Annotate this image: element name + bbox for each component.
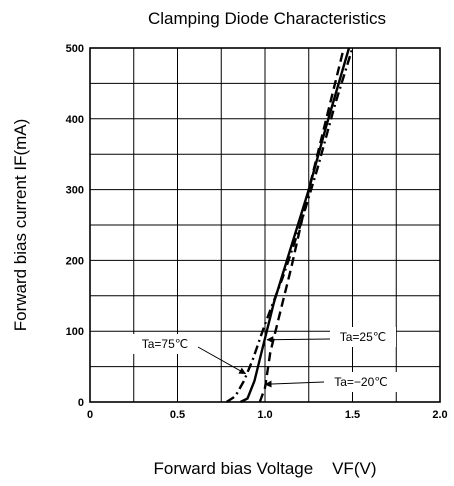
annotation-arrow [197,346,247,375]
x-tick-label: 2.0 [432,409,447,421]
y-tick-label: 300 [66,185,84,197]
annotation-label: Ta=−20℃ [334,375,388,389]
annotation-box [324,372,398,392]
annotation-box [132,334,198,354]
plot-frame [89,47,441,403]
y-tick-label: 500 [66,43,84,55]
annotation-arrow [264,380,325,388]
annotation-label: Ta=75℃ [142,337,189,351]
x-axis-label: Forward bias Voltage VF(V) [154,459,377,478]
tick-labels: 0 0.5 1.0 1.5 2.0 0 100 200 300 400 500 [66,43,448,421]
annotation-label: Ta=25℃ [340,330,387,344]
annotation-box [330,327,396,347]
x-tick-label: 0 [87,409,93,421]
x-tick-label: 1.0 [257,409,272,421]
plot-grid [89,47,441,403]
annotation-arrow [266,336,331,344]
y-axis-label: Forward bias current IF(mA) [11,119,30,332]
y-tick-label: 100 [66,326,84,338]
chart-title: Clamping Diode Characteristics [148,9,386,28]
x-tick-label: 0.5 [170,409,185,421]
annotation-layer: Ta=75℃ Ta=25℃ Ta=−20℃ [132,327,398,392]
y-tick-label: 200 [66,255,84,267]
x-tick-label: 1.5 [345,409,360,421]
y-tick-label: 0 [78,397,84,409]
series-line-0 [225,47,354,404]
series-line-1 [239,47,351,404]
y-tick-label: 400 [66,114,84,126]
